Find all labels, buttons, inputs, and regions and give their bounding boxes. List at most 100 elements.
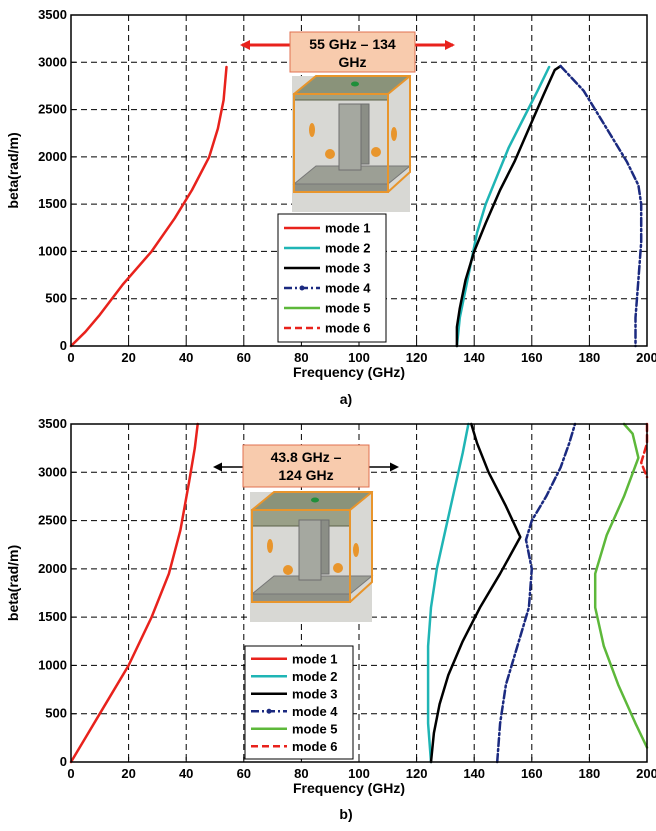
y-tick-label: 2500 xyxy=(38,513,67,528)
series-line-mode-1 xyxy=(69,422,199,764)
x-tick-label: 60 xyxy=(237,766,251,781)
device-illustration xyxy=(292,75,412,212)
device-port-right xyxy=(371,147,381,157)
legend-marker-mode-4 xyxy=(299,285,305,291)
x-tick-label: 80 xyxy=(294,766,308,781)
legend-label-mode-3: mode 3 xyxy=(325,261,371,276)
device-port-front xyxy=(283,565,293,575)
device-frame-front xyxy=(251,509,351,603)
x-tick-label: 40 xyxy=(179,766,193,781)
chart-panel-1: 0 20 40 60 80 100 120 140 160 180 2000500100015002… xyxy=(5,7,656,407)
x-tick-label: 200 xyxy=(636,766,656,781)
legend-box xyxy=(277,213,387,343)
device-pillar-side xyxy=(320,519,330,575)
y-tick-label: 2000 xyxy=(38,561,67,576)
y-tick-label: 1000 xyxy=(38,657,67,672)
x-tick-label: 100 xyxy=(348,350,370,365)
device-pillar xyxy=(338,103,362,171)
legend-label-mode-6: mode 6 xyxy=(325,321,371,336)
series-line-mode-2 xyxy=(426,422,470,764)
device-bottom-edge xyxy=(293,183,389,193)
x-axis-label: Frequency (GHz) xyxy=(293,780,405,796)
device-frame-front xyxy=(293,93,389,193)
series-line-mode-3 xyxy=(429,422,522,764)
series-line-mode-4 xyxy=(559,64,643,348)
x-tick-label: 200 xyxy=(636,350,656,365)
y-tick-label: 1000 xyxy=(38,243,67,258)
y-tick-label: 0 xyxy=(60,754,67,769)
band-label-box xyxy=(289,31,416,73)
x-tick-label: 180 xyxy=(579,766,601,781)
legend-label-mode-2: mode 2 xyxy=(325,241,371,256)
legend-label-mode-5: mode 5 xyxy=(292,721,338,736)
band-label-line-2: GHz xyxy=(339,54,367,70)
y-tick-label: 3500 xyxy=(38,416,67,431)
device-feed-pin xyxy=(351,81,359,87)
panel-label: a) xyxy=(340,391,352,407)
y-tick-label: 1500 xyxy=(38,196,67,211)
x-tick-label: 160 xyxy=(521,350,543,365)
legend-label-mode-4: mode 4 xyxy=(292,704,338,719)
x-tick-label: 160 xyxy=(521,766,543,781)
legend-label-mode-4: mode 4 xyxy=(325,281,371,296)
x-tick-label: 0 xyxy=(67,766,74,781)
legend-label-mode-2: mode 2 xyxy=(292,669,338,684)
y-tick-label: 500 xyxy=(45,291,67,306)
x-tick-label: 180 xyxy=(579,350,601,365)
y-tick-label: 2000 xyxy=(38,149,67,164)
device-port-left xyxy=(267,539,273,553)
legend-label-mode-5: mode 5 xyxy=(325,301,371,316)
series-line-mode-2 xyxy=(455,65,551,348)
device-bottom-edge xyxy=(251,593,351,603)
band-label-line-2: 124 GHz xyxy=(278,467,333,483)
y-axis-label: beta(rad/m) xyxy=(5,545,21,621)
x-tick-label: 100 xyxy=(348,766,370,781)
series-line-mode-4 xyxy=(495,422,577,764)
legend-label-mode-1: mode 1 xyxy=(292,651,338,666)
x-axis-label: Frequency (GHz) xyxy=(293,364,405,380)
band-label-line-1: 43.8 GHz – xyxy=(271,449,342,465)
y-tick-label: 3000 xyxy=(38,54,67,69)
legend-label-mode-1: mode 1 xyxy=(325,221,371,236)
device-frame-edge xyxy=(387,75,411,95)
series-line-mode-1 xyxy=(69,65,228,348)
panel-label: b) xyxy=(339,806,352,822)
y-tick-label: 500 xyxy=(45,706,67,721)
device-pillar xyxy=(298,519,322,581)
device-port-right xyxy=(333,563,343,573)
band-label-line-1: 55 GHz – 134 xyxy=(309,36,396,52)
device-port-back xyxy=(391,127,397,141)
y-tick-label: 3000 xyxy=(38,464,67,479)
x-tick-label: 20 xyxy=(121,766,135,781)
legend-label-mode-6: mode 6 xyxy=(292,739,338,754)
series-line-mode-3 xyxy=(455,64,562,348)
x-tick-label: 140 xyxy=(463,766,485,781)
device-port-left xyxy=(309,123,315,137)
legend-box xyxy=(244,645,354,760)
device-pillar-side xyxy=(360,103,370,165)
chart-panel-2: 0 20 40 60 80 100 120 140 160 180 2000500100015002… xyxy=(5,416,656,822)
x-tick-label: 80 xyxy=(294,350,308,365)
device-feed-pin xyxy=(311,497,319,503)
band-label-box xyxy=(242,444,370,488)
legend-label-mode-3: mode 3 xyxy=(292,686,338,701)
y-axis-label: beta(rad/m) xyxy=(5,132,21,208)
y-tick-label: 0 xyxy=(60,338,67,353)
y-tick-label: 2500 xyxy=(38,102,67,117)
device-illustration xyxy=(250,491,374,622)
series-line-mode-6 xyxy=(639,422,649,479)
x-tick-label: 60 xyxy=(237,350,251,365)
device-port-front xyxy=(325,149,335,159)
x-tick-label: 20 xyxy=(121,350,135,365)
y-tick-label: 3500 xyxy=(38,7,67,22)
legend-marker-mode-4 xyxy=(266,708,272,714)
device-frame-edge xyxy=(349,491,373,511)
x-tick-label: 0 xyxy=(67,350,74,365)
y-tick-label: 1500 xyxy=(38,609,67,624)
x-tick-label: 120 xyxy=(406,766,428,781)
device-port-back xyxy=(353,543,359,557)
x-tick-label: 120 xyxy=(406,350,428,365)
x-tick-label: 40 xyxy=(179,350,193,365)
x-tick-label: 140 xyxy=(463,350,485,365)
